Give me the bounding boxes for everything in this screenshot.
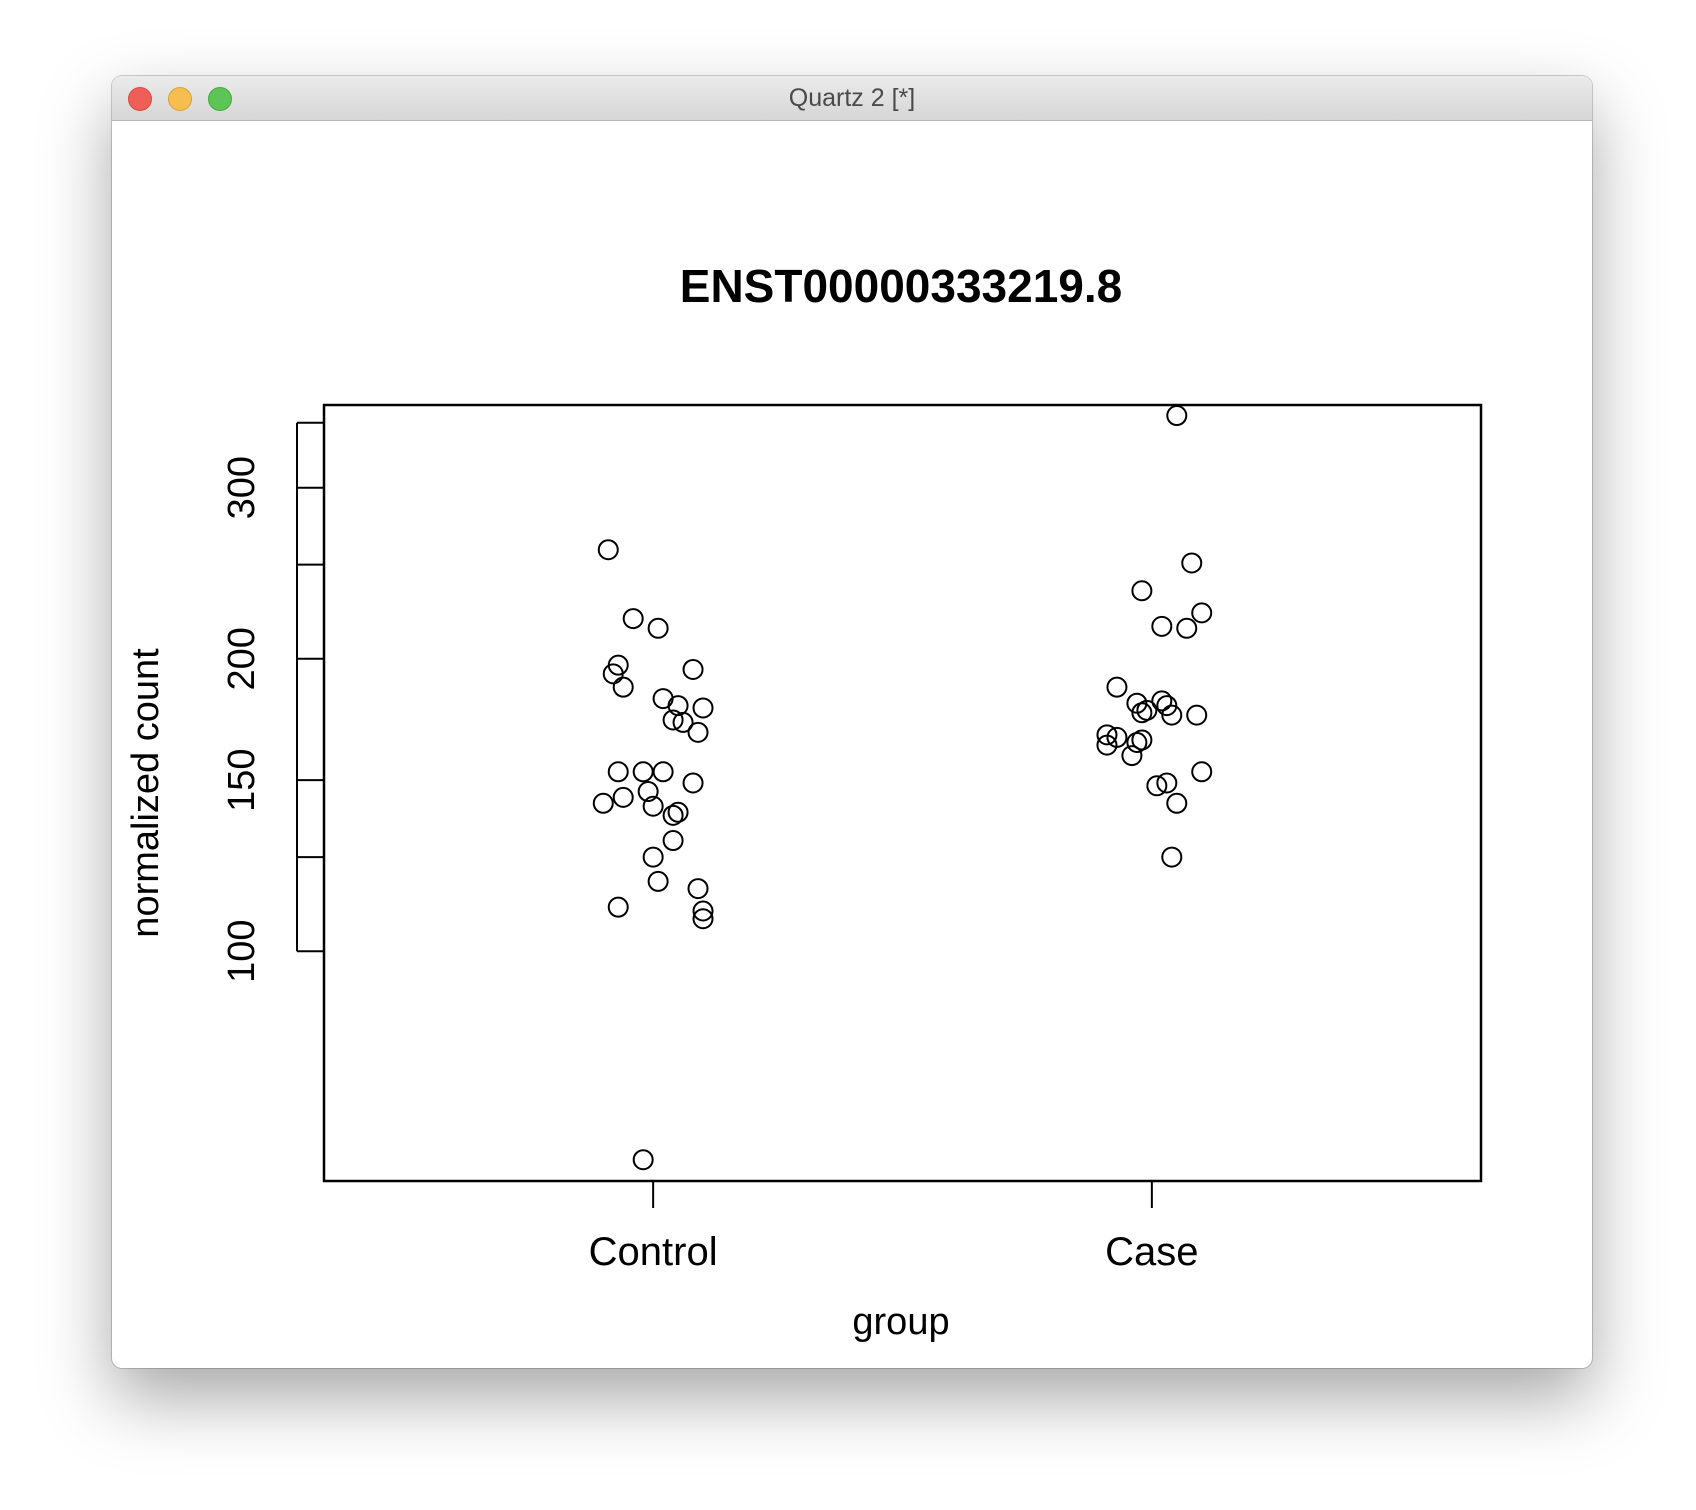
chart-title: ENST00000333219.8 bbox=[680, 260, 1122, 312]
data-point bbox=[592, 792, 614, 814]
data-point bbox=[687, 721, 709, 743]
data-point bbox=[632, 761, 654, 783]
data-point bbox=[1191, 761, 1213, 783]
minimize-button[interactable] bbox=[168, 87, 192, 111]
data-point bbox=[632, 1149, 654, 1171]
data-point bbox=[1126, 732, 1148, 754]
x-axis-label: group bbox=[852, 1301, 949, 1343]
close-button[interactable] bbox=[128, 87, 152, 111]
data-point bbox=[692, 900, 714, 922]
plot-area: ENST00000333219.8 100 150 200 300 Control Ca… bbox=[112, 121, 1592, 1368]
data-point bbox=[612, 676, 634, 698]
data-point bbox=[1191, 602, 1213, 624]
data-point bbox=[1156, 772, 1178, 794]
plot-frame bbox=[322, 403, 1483, 1183]
data-point bbox=[1176, 617, 1198, 639]
data-point bbox=[692, 697, 714, 719]
y-axis: 100 150 200 300 bbox=[221, 421, 324, 983]
data-point bbox=[652, 688, 674, 710]
data-point bbox=[607, 896, 629, 918]
data-points bbox=[592, 405, 1213, 1171]
data-point bbox=[1161, 846, 1183, 868]
data-point bbox=[662, 804, 684, 826]
data-point bbox=[672, 711, 694, 733]
data-point bbox=[692, 908, 714, 930]
data-point bbox=[1096, 734, 1118, 756]
data-point bbox=[1151, 690, 1173, 712]
data-point bbox=[1156, 695, 1178, 717]
data-point bbox=[1166, 405, 1188, 427]
data-point bbox=[642, 846, 664, 868]
y-tick-label: 300 bbox=[221, 456, 263, 519]
data-point bbox=[647, 617, 669, 639]
data-point bbox=[602, 663, 624, 685]
data-point bbox=[607, 761, 629, 783]
data-point bbox=[622, 608, 644, 630]
data-point bbox=[662, 709, 684, 731]
data-point bbox=[662, 830, 684, 852]
x-axis: Control Case bbox=[589, 1181, 1199, 1274]
data-point bbox=[1131, 580, 1153, 602]
data-point bbox=[1106, 676, 1128, 698]
x-tick-label: Case bbox=[1105, 1230, 1198, 1274]
data-point bbox=[1121, 745, 1143, 767]
y-axis-label: normalized count bbox=[125, 648, 167, 938]
data-point bbox=[1181, 552, 1203, 574]
window-title: Quartz 2 [*] bbox=[788, 84, 916, 112]
y-tick-label: 100 bbox=[221, 919, 263, 982]
data-point bbox=[682, 658, 704, 680]
data-point bbox=[1166, 792, 1188, 814]
data-point bbox=[1146, 775, 1168, 797]
data-point bbox=[642, 795, 664, 817]
data-point bbox=[637, 781, 659, 803]
y-tick-label: 150 bbox=[221, 748, 263, 811]
x-tick-label: Control bbox=[589, 1230, 718, 1274]
zoom-button[interactable] bbox=[208, 87, 232, 111]
data-point bbox=[667, 801, 689, 823]
data-point bbox=[647, 870, 669, 892]
data-point bbox=[1161, 704, 1183, 726]
data-point bbox=[652, 761, 674, 783]
y-tick-label: 200 bbox=[221, 627, 263, 690]
data-point bbox=[1151, 615, 1173, 637]
plot-window: Quartz 2 [*] ENST00000333219.8 100 150 200… bbox=[112, 76, 1592, 1368]
window-titlebar[interactable]: Quartz 2 [*] bbox=[112, 76, 1592, 121]
strip-chart: ENST00000333219.8 100 150 200 300 Control Ca… bbox=[125, 260, 1483, 1343]
data-point bbox=[597, 539, 619, 561]
data-point bbox=[687, 878, 709, 900]
data-point bbox=[1186, 704, 1208, 726]
data-point bbox=[682, 772, 704, 794]
data-point bbox=[612, 786, 634, 808]
data-point bbox=[1131, 702, 1153, 724]
data-point bbox=[1096, 724, 1118, 746]
